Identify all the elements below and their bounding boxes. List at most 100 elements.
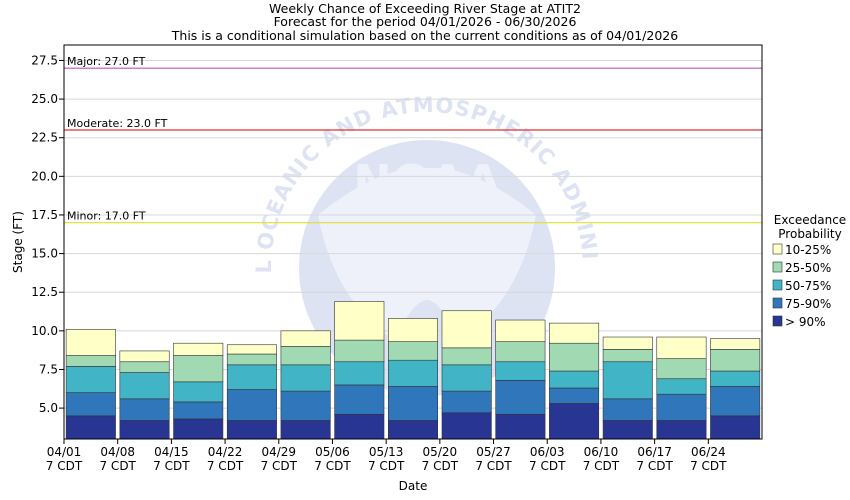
bar-segment-50-75 (65, 366, 116, 393)
y-tick-label: 12.5 (31, 285, 58, 299)
bar-segment-25-50 (495, 341, 546, 363)
y-tick-label: 7.5 (39, 362, 58, 376)
y-tick-label: 5.0 (39, 401, 58, 415)
bar-segment-50-75 (656, 378, 707, 395)
x-tick-sublabel: 7 CDT (207, 459, 244, 473)
bar-segment-90 (119, 420, 170, 440)
x-tick-sublabel: 7 CDT (46, 459, 83, 473)
bar-segment-90 (602, 420, 653, 440)
x-tick-sublabel: 7 CDT (583, 459, 620, 473)
bar-segment-50-75 (173, 381, 224, 403)
flood-level-label: Major: 27.0 FT (67, 55, 146, 68)
bar-segment-10-25 (280, 330, 331, 347)
x-tick-label: 05/06 (315, 445, 350, 459)
bar-stack-06-24 (710, 338, 761, 440)
x-tick-sublabel: 7 CDT (636, 459, 673, 473)
bar-segment-90 (495, 413, 546, 440)
x-tick-label: 04/15 (154, 445, 189, 459)
legend-title-line-2: Probability (778, 227, 841, 241)
bar-segment-90 (173, 418, 224, 440)
bar-segment-25-50 (65, 355, 116, 367)
bar-segment-25-50 (656, 358, 707, 380)
bar-stack-04-15 (173, 342, 224, 440)
flood-level-label: Minor: 17.0 FT (67, 210, 146, 223)
bar-segment-25-50 (388, 341, 438, 361)
x-tick-label: 05/13 (369, 445, 404, 459)
chart-subtitle-conditions: This is a conditional simulation based o… (171, 28, 678, 43)
bar-segment-25-50 (226, 353, 277, 366)
bar-segment-90 (226, 420, 277, 440)
bar-segment-75-90 (173, 401, 224, 420)
y-axis: 5.0 7.5 10.0 12.5 15.0 17.5 20.0 22.5 25.0 27.5 (31, 53, 64, 415)
bar-segment-90 (656, 420, 707, 440)
x-tick-sublabel: 7 CDT (153, 459, 190, 473)
x-tick-sublabel: 7 CDT (422, 459, 459, 473)
noaa-logo-text: NOAA (353, 155, 501, 209)
bar-segment-10-25 (65, 328, 116, 356)
bar-segment-90 (334, 413, 385, 440)
bar-segment-10-25 (656, 336, 707, 359)
bar-segment-50-75 (119, 372, 170, 400)
legend-swatch (772, 315, 783, 327)
x-tick-label: 05/27 (476, 445, 511, 459)
bar-stack-06-17 (656, 336, 707, 440)
y-tick-label: 17.5 (31, 208, 58, 222)
legend-item-label: 75-90% (785, 297, 831, 311)
bar-segment-75-90 (119, 398, 170, 421)
bar-stack-04-08 (119, 350, 170, 440)
bar-segment-10-25 (334, 301, 385, 341)
x-tick-label: 06/24 (691, 445, 726, 459)
bar-segment-50-75 (602, 361, 653, 400)
bar-segment-75-90 (226, 389, 277, 421)
bar-segment-75-90 (495, 379, 546, 415)
bar-segment-50-75 (441, 364, 492, 392)
bar-segment-10-25 (226, 344, 277, 355)
chart-title: Weekly Chance of Exceeding River Stage a… (269, 1, 581, 16)
bar-segment-75-90 (656, 393, 707, 421)
bar-segment-25-50 (602, 349, 653, 363)
bar-segment-25-50 (549, 342, 600, 372)
bar-segment-25-50 (334, 339, 385, 363)
x-tick-label: 05/20 (423, 445, 458, 459)
y-tick-label: 15.0 (31, 247, 58, 261)
bar-stack-04-29 (280, 330, 331, 440)
legend-item-label: 50-75% (785, 279, 831, 293)
bar-segment-25-50 (173, 355, 224, 383)
x-tick-label: 04/08 (100, 445, 135, 459)
bar-segment-90 (280, 420, 331, 440)
bar-segment-10-25 (388, 318, 438, 342)
legend-item-label: 10-25% (785, 243, 831, 257)
y-tick-label: 22.5 (31, 131, 58, 145)
bar-segment-10-25 (602, 336, 653, 350)
bar-segment-75-90 (388, 386, 438, 421)
x-tick-sublabel: 7 CDT (368, 459, 405, 473)
bar-segment-10-25 (710, 338, 761, 350)
legend-swatch (772, 243, 783, 255)
bar-segment-75-90 (334, 384, 385, 415)
legend-item-label: 25-50% (785, 261, 831, 275)
bar-segment-10-25 (549, 322, 600, 344)
bar-segment-50-75 (226, 364, 277, 390)
bar-segment-90 (441, 412, 492, 440)
x-axis-label: Date (399, 479, 428, 493)
bar-segment-50-75 (334, 361, 385, 386)
legend-item-label: > 90% (785, 315, 826, 329)
legend-title-line-1: Exceedance (774, 213, 846, 227)
x-tick-label: 06/10 (584, 445, 619, 459)
x-tick-sublabel: 7 CDT (529, 459, 566, 473)
bar-segment-10-25 (441, 310, 492, 349)
legend-swatch (772, 297, 783, 309)
plot-frame (63, 44, 763, 440)
bar-stack-06-10 (602, 336, 653, 440)
bar-segment-50-75 (549, 370, 600, 389)
legend-swatch (772, 261, 783, 273)
flood-level-label: Moderate: 23.0 FT (67, 117, 168, 130)
bar-segment-50-75 (495, 361, 546, 381)
bar-segment-10-25 (119, 350, 170, 363)
bar-segment-10-25 (495, 319, 546, 342)
x-tick-sublabel: 7 CDT (99, 459, 136, 473)
bar-segment-75-90 (441, 390, 492, 414)
x-tick-sublabel: 7 CDT (475, 459, 512, 473)
bar-stack-04-22 (226, 344, 277, 440)
bar-segment-25-50 (441, 347, 492, 366)
